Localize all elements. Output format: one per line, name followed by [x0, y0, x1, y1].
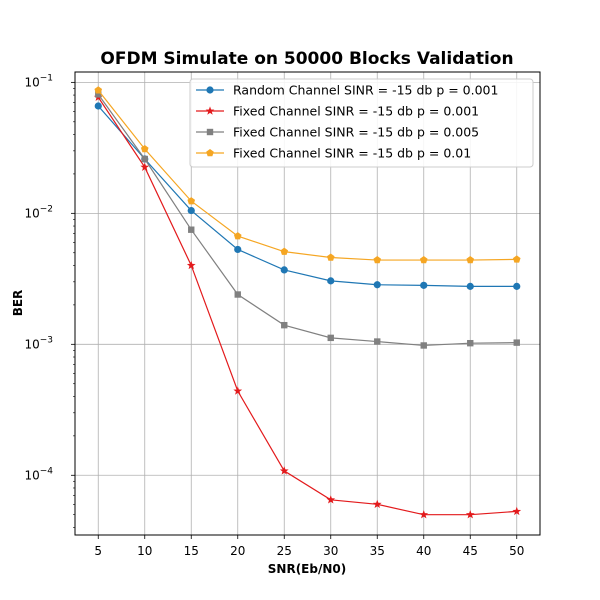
x-tick-label: 30 [323, 544, 338, 558]
data-point [326, 253, 335, 261]
legend-label: Fixed Channel SINR = -15 db p = 0.001 [233, 104, 479, 119]
data-point [281, 321, 288, 329]
legend-box [189, 78, 534, 168]
series-line [97, 94, 517, 347]
legend-marker [206, 86, 214, 94]
legend-item: Fixed Channel SINR = -15 db p = 0.005 [196, 125, 479, 140]
data-point [280, 247, 289, 255]
y-tick-label: 10−2 [24, 204, 53, 220]
data-point [186, 260, 196, 270]
data-point [140, 144, 149, 153]
data-point [420, 281, 428, 289]
legend-item: Random Channel SINR = -15 db p = 0.001 [196, 83, 498, 98]
legend-label: Fixed Channel SINR = -15 db p = 0.005 [233, 125, 479, 140]
x-tick-label: 15 [184, 544, 199, 558]
series-layer [93, 86, 522, 519]
y-tick-label: 10−4 [24, 466, 53, 482]
data-point [419, 510, 429, 519]
data-point [420, 342, 427, 349]
data-point [187, 197, 196, 205]
y-axis-label: BER [11, 290, 25, 317]
x-tick-label: 35 [370, 544, 385, 558]
data-point [95, 91, 102, 98]
chart-title: OFDM Simulate on 50000 Blocks Validation [100, 49, 513, 69]
data-point [141, 155, 148, 163]
data-point [327, 334, 334, 342]
data-point [373, 256, 382, 264]
x-tick-label: 45 [463, 544, 478, 558]
plot-frame [74, 71, 541, 536]
data-point [513, 282, 521, 290]
data-point [419, 256, 428, 264]
legend-label: Random Channel SINR = -15 db p = 0.001 [233, 83, 498, 98]
data-point [233, 232, 242, 240]
data-point [327, 277, 335, 285]
legend-marker [206, 128, 214, 136]
data-point [280, 266, 288, 274]
x-tick-label: 5 [94, 544, 102, 558]
x-tick-label: 50 [509, 544, 524, 558]
y-tick-label: 10−3 [24, 335, 53, 351]
legend-marker [205, 106, 215, 115]
data-point [234, 245, 242, 254]
series-line [97, 96, 517, 516]
x-tick-label: 20 [230, 544, 245, 558]
data-point [94, 86, 103, 94]
data-point [512, 506, 522, 516]
data-point [187, 206, 195, 215]
x-tick-label: 10 [137, 544, 152, 558]
data-point [94, 102, 102, 110]
data-point [374, 338, 381, 345]
data-point [373, 281, 381, 289]
legend-item: Fixed Channel SINR = -15 db p = 0.01 [196, 146, 471, 161]
y-axis-ticks: 10−1 10−2 10−3 10−4 [24, 73, 75, 482]
legend: Random Channel SINR = -15 db p = 0.001 Fi… [189, 78, 534, 168]
legend-marker [206, 149, 214, 157]
data-point [140, 162, 150, 171]
data-point [465, 510, 475, 519]
legend-label: Fixed Channel SINR = -15 db p = 0.01 [233, 146, 471, 161]
data-point [466, 256, 475, 264]
data-point [188, 226, 195, 233]
data-point [467, 339, 474, 347]
series-3 [94, 86, 521, 264]
data-point [372, 499, 382, 509]
y-tick-label: 10−1 [24, 73, 53, 89]
x-axis-label: SNR(Eb/N0) [268, 562, 346, 576]
x-tick-label: 25 [277, 544, 292, 558]
x-tick-label: 40 [416, 544, 431, 558]
series-line [97, 105, 517, 287]
series-2 [95, 91, 520, 349]
data-point [513, 339, 520, 346]
x-axis-ticks: 5 10 15 20 25 30 35 40 45 50 [94, 535, 524, 558]
data-point [326, 495, 336, 504]
series-1 [93, 92, 522, 519]
legend-item: Fixed Channel SINR = -15 db p = 0.001 [196, 104, 479, 119]
data-point [512, 255, 521, 263]
data-point [466, 282, 474, 290]
series-line [97, 89, 517, 261]
data-point [234, 291, 241, 298]
data-point [233, 386, 243, 395]
data-point [279, 466, 289, 475]
